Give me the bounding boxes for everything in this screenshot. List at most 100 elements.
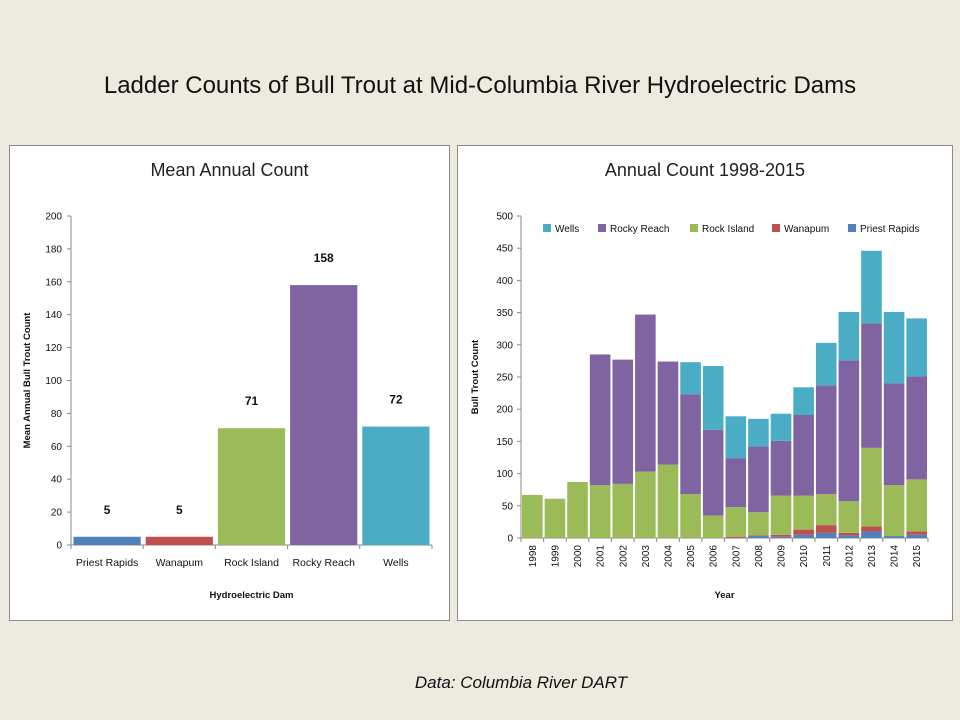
bar-segment-wanapum-2012 [838, 532, 860, 536]
x-tick-label: Rock Island [224, 557, 279, 569]
bar-segment-wells-2014 [883, 311, 905, 384]
bar-segment-wanapum-2010 [793, 529, 814, 535]
y-axis-title: Mean Annual Bull Trout Count [22, 312, 33, 449]
bar-segment-priest-rapids-2012 [838, 535, 860, 538]
x-tick-label: 2013 [867, 545, 878, 568]
bar-segment-rock-island-2009 [770, 495, 792, 535]
y-tick-label: 140 [45, 310, 62, 321]
annual-count-chart: Annual Count 1998-2015 0 50 100 150 200 250 30… [457, 145, 953, 621]
bar-segment-rock-island-2013 [861, 447, 882, 527]
x-tick-label: 2014 [890, 545, 901, 568]
legend-swatch [772, 224, 780, 232]
y-tick-label: 60 [51, 442, 63, 453]
x-tick-label: 2010 [799, 545, 810, 568]
legend-swatch [690, 224, 698, 232]
bar-segment-rocky-reach-2003 [635, 314, 656, 472]
bar-segment-priest-rapids-2010 [793, 534, 814, 538]
bar-segment-rock-island-2011 [815, 494, 837, 526]
mean-annual-count-plot: 0 20 40 60 80 100 120 140 160 180 200 5 Priest Rapid… [22, 212, 433, 601]
bar-segment-priest-rapids-2015 [906, 534, 927, 538]
y-tick-label: 100 [45, 376, 62, 387]
bar-segment-wells-2010 [793, 387, 814, 415]
bar-segment-rocky-reach-2011 [815, 385, 837, 495]
bar-segment-wanapum-2013 [861, 526, 882, 532]
bar-rocky-reach [290, 285, 358, 545]
bar-segment-wanapum-2009 [770, 534, 792, 537]
y-tick-label: 50 [502, 501, 514, 512]
x-tick-label: Priest Rapids [76, 557, 138, 569]
y-tick-label: 200 [45, 212, 62, 223]
bar-segment-rocky-reach-2006 [702, 429, 724, 516]
bar-segment-rock-island-1999 [544, 498, 566, 538]
x-tick-label: 2005 [686, 545, 697, 568]
data-label: 5 [176, 503, 183, 517]
bar-segment-wanapum-2007 [725, 536, 747, 538]
y-tick-label: 160 [45, 277, 62, 288]
data-label: 71 [245, 394, 259, 408]
data-label: 158 [314, 251, 334, 265]
y-tick-label: 450 [496, 244, 513, 255]
y-tick-label: 100 [496, 469, 513, 480]
x-tick-label: 2002 [618, 545, 629, 568]
bar-segment-rocky-reach-2008 [748, 446, 769, 513]
y-tick-label: 0 [507, 534, 513, 545]
bar-segment-rock-island-2012 [838, 501, 860, 533]
bar-segment-rocky-reach-2007 [725, 458, 747, 508]
bar-segment-rocky-reach-2005 [680, 394, 701, 495]
bar-segment-rock-island-2004 [657, 464, 679, 538]
slide-title: Ladder Counts of Bull Trout at Mid-Colum… [103, 72, 857, 99]
bar-segment-wanapum-2011 [815, 525, 837, 533]
bar-segment-rock-island-2000 [567, 481, 588, 538]
x-tick-label: 2009 [777, 545, 788, 568]
bar-segment-wells-2015 [906, 318, 927, 377]
bar-segment-rock-island-2005 [680, 494, 701, 538]
x-tick-label: 2015 [912, 545, 923, 568]
x-tick-label: 2003 [641, 545, 652, 568]
x-tick-label: 2001 [596, 545, 607, 568]
x-tick-label: Wells [383, 557, 408, 569]
bar-segment-wells-2009 [770, 413, 792, 441]
bar-segment-wanapum-2015 [906, 531, 927, 535]
bar-segment-wells-2006 [702, 366, 724, 430]
bar-segment-priest-rapids-2014 [883, 536, 905, 538]
bar-segment-rock-island-2003 [635, 471, 656, 538]
bar-segment-rock-island-2002 [612, 483, 634, 538]
bar-segment-wells-2012 [838, 311, 860, 361]
legend-label: Wells [555, 224, 579, 235]
bar-segment-rock-island-2008 [748, 512, 769, 536]
bar-wanapum [145, 536, 213, 545]
x-tick-label: 2008 [754, 545, 765, 568]
legend-swatch [598, 224, 606, 232]
bar-segment-rocky-reach-2009 [770, 440, 792, 496]
source-note: Data: Columbia River DART [414, 673, 628, 692]
y-axis-title: Bull Trout Count [470, 339, 481, 414]
legend-swatch [848, 224, 856, 232]
bar-rock-island [217, 428, 286, 545]
bar-segment-priest-rapids-2011 [815, 532, 837, 538]
data-label: 72 [389, 393, 403, 407]
bar-segment-rocky-reach-2010 [793, 414, 814, 496]
bar-segment-rocky-reach-2013 [861, 323, 882, 448]
bar-segment-wells-2013 [861, 250, 882, 324]
y-tick-label: 500 [496, 212, 513, 223]
bar-segment-wells-2005 [680, 362, 701, 395]
x-tick-label: 2012 [844, 545, 855, 568]
y-tick-label: 40 [51, 475, 63, 486]
legend-label: Priest Rapids [860, 224, 919, 235]
bar-segment-rock-island-1998 [522, 494, 543, 538]
legend-label: Rocky Reach [610, 224, 669, 235]
x-tick-label: 2011 [822, 545, 833, 567]
bar-wells [362, 426, 430, 545]
bar-segment-rock-island-2006 [702, 515, 724, 538]
bar-segment-wells-2008 [748, 418, 769, 447]
y-tick-label: 350 [496, 308, 513, 319]
x-tick-label: Rocky Reach [292, 557, 355, 569]
bar-segment-priest-rapids-2009 [770, 536, 792, 538]
bar-segment-wells-2011 [815, 342, 837, 386]
y-tick-label: 250 [496, 373, 513, 384]
legend-label: Wanapum [784, 224, 829, 235]
x-tick-label: 2004 [663, 545, 674, 568]
x-tick-label: 2007 [731, 545, 742, 568]
x-axis-title: Year [714, 590, 734, 601]
x-tick-label: 1998 [528, 545, 539, 568]
